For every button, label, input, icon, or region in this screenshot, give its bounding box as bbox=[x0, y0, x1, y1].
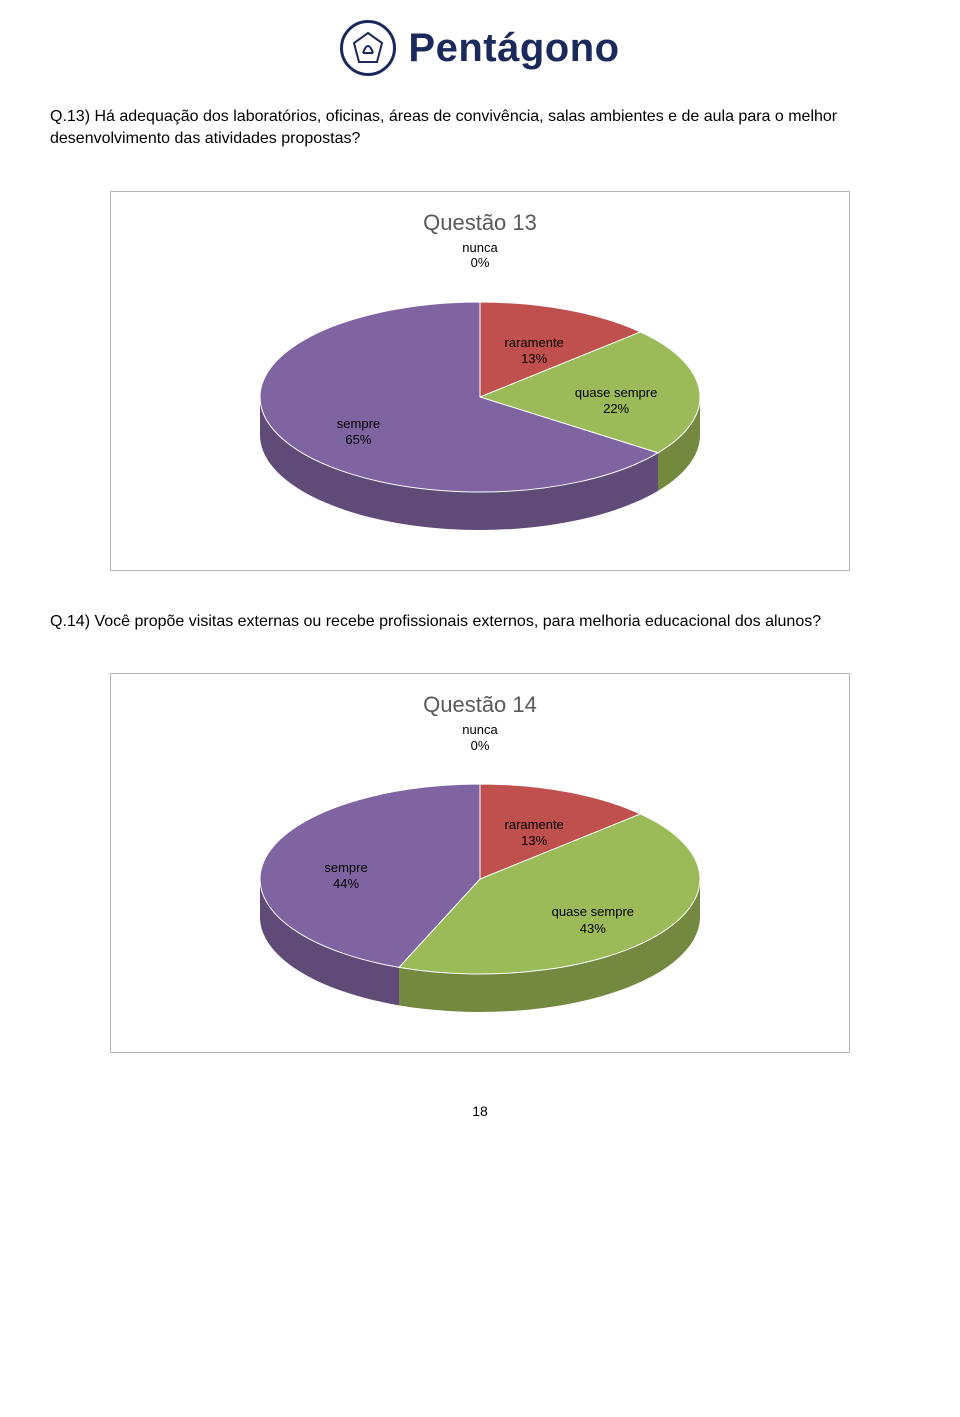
chart-q14: Questão 14 raramente13% quase sempre43% sem… bbox=[110, 673, 850, 1053]
pie-label-nunca: nunca0% bbox=[111, 722, 849, 753]
question-13-text: Q.13) Há adequação dos laboratórios, ofi… bbox=[50, 106, 910, 151]
logo: Pentágono bbox=[50, 20, 910, 76]
pie-label-sempre: sempre44% bbox=[324, 860, 367, 893]
pie-label-raramente: raramente13% bbox=[505, 335, 564, 368]
chart-q13: Questão 13 raramente13% quase sempre22% sem… bbox=[110, 191, 850, 571]
page-number: 18 bbox=[50, 1103, 910, 1119]
pie-label-quase sempre: quase sempre22% bbox=[575, 385, 657, 418]
pie-label-nunca: nunca0% bbox=[111, 240, 849, 271]
pie-label-raramente: raramente13% bbox=[505, 817, 564, 850]
chart-title: Questão 13 bbox=[111, 210, 849, 236]
question-14-text: Q.14) Você propõe visitas externas ou re… bbox=[50, 611, 910, 633]
pie-label-quase sempre: quase sempre43% bbox=[552, 904, 634, 937]
pie-label-sempre: sempre65% bbox=[337, 416, 380, 449]
logo-badge-icon bbox=[340, 20, 396, 76]
logo-text: Pentágono bbox=[408, 26, 619, 71]
chart-title: Questão 14 bbox=[111, 692, 849, 718]
